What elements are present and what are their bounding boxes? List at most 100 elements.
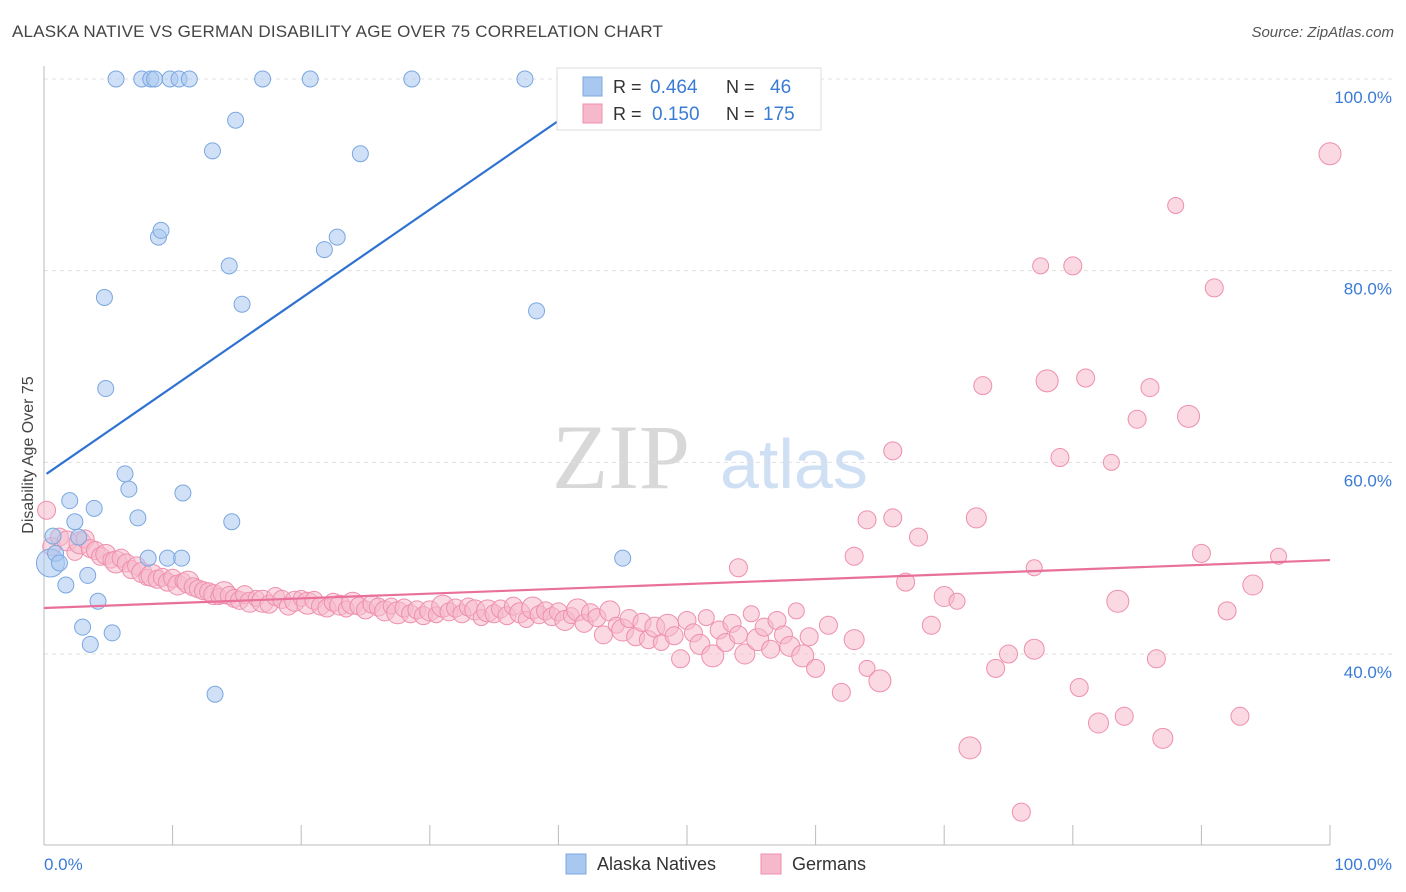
legend-swatch-alaska [565, 853, 587, 875]
german-point [1088, 712, 1110, 734]
german-trend-line [43, 558, 1331, 610]
alaska-point [206, 685, 224, 703]
german-point [806, 658, 826, 678]
alaska-point [403, 70, 421, 88]
alaska-point [50, 554, 68, 572]
alaska-point [516, 70, 534, 88]
alaska-point [79, 566, 97, 584]
german-point [1242, 574, 1264, 596]
german-point [697, 609, 715, 627]
stats-n-value-german: 175 [763, 104, 795, 125]
german-point [1127, 409, 1147, 429]
watermark: ZIP atlas [552, 406, 868, 508]
y-axis-label: Disability Age Over 75 [20, 376, 37, 534]
german-point [1102, 453, 1120, 471]
german-point [728, 625, 748, 645]
stats-legend: R = 0.464 N = 46 R = 0.150 N = 175 [556, 67, 822, 131]
alaska-point [70, 528, 88, 546]
x-tick-label-max: 100.0% [1334, 855, 1392, 874]
german-point [844, 546, 864, 566]
german-point [858, 659, 876, 677]
german-point [831, 682, 851, 702]
german-point [791, 644, 815, 668]
alaska-point [57, 576, 75, 594]
data-points [35, 70, 1342, 822]
german-point [1152, 727, 1174, 749]
gridlines [44, 78, 1392, 655]
german-point [986, 658, 1006, 678]
alaska-point [173, 549, 191, 567]
german-point [1204, 278, 1224, 298]
x-tick-label-min: 0.0% [44, 855, 83, 874]
german-point [1177, 404, 1201, 428]
alaska-point [44, 527, 62, 545]
alaska-point [66, 513, 84, 531]
german-point [1318, 142, 1342, 166]
alaska-point [254, 70, 272, 88]
german-point [1011, 802, 1031, 822]
german-point [1230, 706, 1250, 726]
legend-label-german: Germans [792, 854, 866, 874]
y-tick-label: 100.0% [1334, 88, 1392, 107]
y-tick-label: 80.0% [1344, 280, 1392, 299]
german-point [1191, 543, 1211, 563]
watermark-zip: ZIP [552, 406, 690, 508]
alaska-point [103, 624, 121, 642]
german-point [965, 507, 987, 529]
german-point [37, 500, 57, 520]
y-tick-labels: 40.0% 60.0% 80.0% 100.0% [1334, 88, 1392, 682]
alaska-point [107, 70, 125, 88]
german-point [857, 510, 877, 530]
alaska-point [139, 549, 157, 567]
alaska-point [528, 302, 546, 320]
alaska-point [614, 549, 632, 567]
german-point [908, 527, 928, 547]
alaska-point [146, 70, 164, 88]
alaska-point [227, 111, 245, 129]
german-point [701, 644, 725, 668]
series-legend: Alaska Natives Germans [565, 853, 866, 875]
german-point [728, 558, 748, 578]
alaska-point [223, 513, 241, 531]
axes [43, 66, 1331, 846]
trend-lines [43, 80, 1331, 610]
german-point [921, 615, 941, 635]
alaska-point [315, 241, 333, 259]
german-point [1035, 369, 1059, 393]
legend-swatch-german [760, 853, 782, 875]
alaska-point [116, 465, 134, 483]
alaska-point [158, 549, 176, 567]
german-point [1050, 448, 1070, 468]
stats-n-value-alaska: 46 [770, 77, 791, 98]
german-point [787, 602, 805, 620]
watermark-atlas: atlas [720, 425, 868, 503]
y-tick-label: 40.0% [1344, 663, 1392, 682]
german-point [1217, 601, 1237, 621]
source-label: Source: ZipAtlas.com [1251, 24, 1394, 41]
german-point [843, 629, 865, 651]
alaska-point [61, 492, 79, 510]
alaska-point [203, 142, 221, 160]
alaska-point [120, 480, 138, 498]
stats-n-label-german: N = [726, 104, 755, 124]
stats-r-value-alaska: 0.464 [650, 77, 698, 98]
alaska-point [95, 289, 113, 306]
alaska-point [301, 70, 319, 88]
stats-r-label-german: R = [613, 104, 642, 124]
stats-n-label-alaska: N = [726, 77, 755, 97]
german-point [1023, 638, 1045, 660]
german-point [1106, 589, 1130, 613]
german-point [1025, 559, 1043, 577]
alaska-point [220, 257, 238, 275]
german-point [1114, 706, 1134, 726]
german-point [1167, 197, 1185, 214]
german-point [671, 649, 691, 669]
german-point [868, 669, 892, 693]
german-point [664, 626, 684, 646]
german-point [799, 627, 819, 647]
alaska-trend-line [45, 80, 617, 475]
alaska-point [85, 499, 103, 517]
alaska-point [180, 70, 198, 88]
german-point [1140, 378, 1160, 398]
y-tick-label: 60.0% [1344, 471, 1392, 490]
